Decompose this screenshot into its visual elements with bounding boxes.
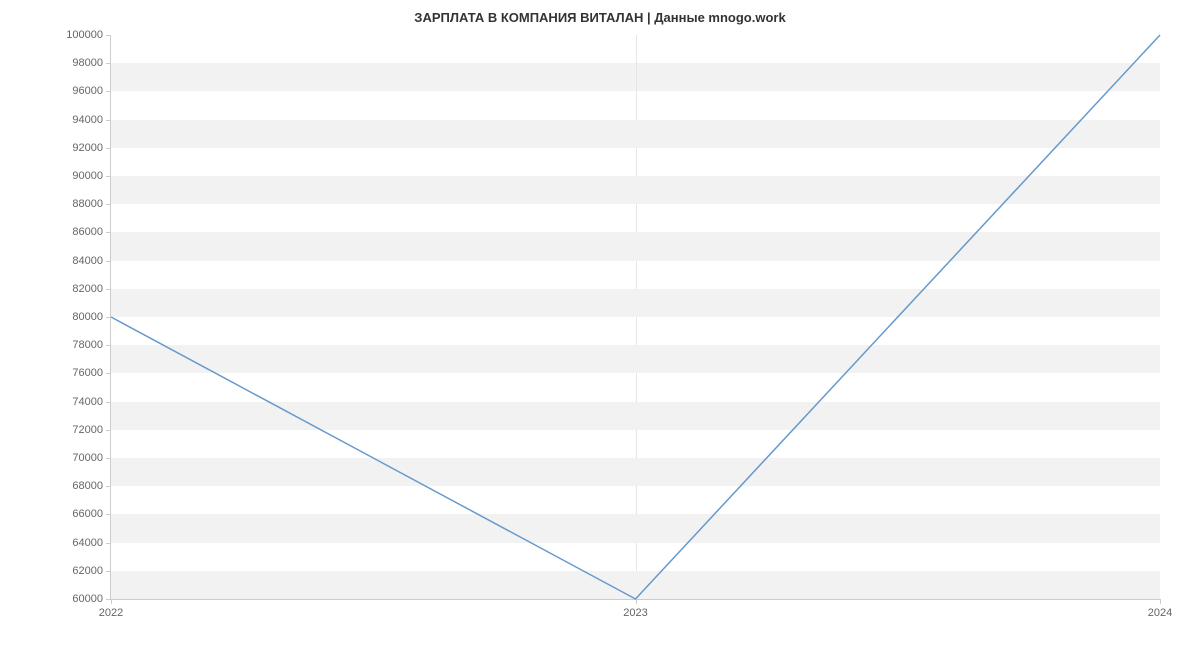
y-tick-label: 76000	[72, 367, 103, 379]
y-tick-label: 70000	[72, 452, 103, 464]
y-tick-mark	[106, 232, 111, 233]
y-tick-label: 74000	[72, 396, 103, 408]
y-tick-mark	[106, 63, 111, 64]
y-tick-mark	[106, 35, 111, 36]
y-tick-mark	[106, 514, 111, 515]
y-tick-label: 86000	[72, 226, 103, 238]
y-tick-mark	[106, 204, 111, 205]
line-series	[111, 35, 1160, 599]
y-tick-label: 72000	[72, 424, 103, 436]
x-tick-mark	[636, 599, 637, 604]
y-tick-label: 96000	[72, 85, 103, 97]
y-tick-label: 98000	[72, 57, 103, 69]
x-tick-label: 2022	[99, 607, 123, 619]
chart-title: ЗАРПЛАТА В КОМПАНИЯ ВИТАЛАН | Данные mno…	[0, 0, 1200, 25]
y-tick-label: 64000	[72, 537, 103, 549]
y-tick-mark	[106, 345, 111, 346]
y-tick-mark	[106, 543, 111, 544]
plot-area: 6000062000640006600068000700007200074000…	[110, 35, 1160, 600]
x-tick-mark	[111, 599, 112, 604]
x-tick-mark	[1160, 599, 1161, 604]
y-tick-label: 68000	[72, 480, 103, 492]
y-tick-label: 90000	[72, 170, 103, 182]
y-tick-mark	[106, 373, 111, 374]
y-tick-mark	[106, 91, 111, 92]
y-tick-label: 94000	[72, 114, 103, 126]
y-tick-mark	[106, 148, 111, 149]
y-tick-label: 80000	[72, 311, 103, 323]
y-tick-mark	[106, 402, 111, 403]
y-tick-label: 100000	[66, 29, 103, 41]
chart-container: 6000062000640006600068000700007200074000…	[110, 35, 1160, 600]
y-tick-mark	[106, 486, 111, 487]
y-tick-mark	[106, 261, 111, 262]
y-tick-mark	[106, 176, 111, 177]
y-tick-mark	[106, 458, 111, 459]
y-tick-mark	[106, 120, 111, 121]
y-tick-label: 60000	[72, 593, 103, 605]
y-tick-label: 78000	[72, 339, 103, 351]
y-tick-label: 82000	[72, 283, 103, 295]
y-tick-label: 88000	[72, 198, 103, 210]
y-tick-mark	[106, 317, 111, 318]
x-tick-label: 2024	[1148, 607, 1172, 619]
x-tick-label: 2023	[623, 607, 647, 619]
series-line	[111, 35, 1160, 599]
y-tick-label: 62000	[72, 565, 103, 577]
y-tick-label: 66000	[72, 508, 103, 520]
y-tick-mark	[106, 289, 111, 290]
y-tick-label: 92000	[72, 142, 103, 154]
y-tick-mark	[106, 430, 111, 431]
y-tick-label: 84000	[72, 255, 103, 267]
y-tick-mark	[106, 571, 111, 572]
